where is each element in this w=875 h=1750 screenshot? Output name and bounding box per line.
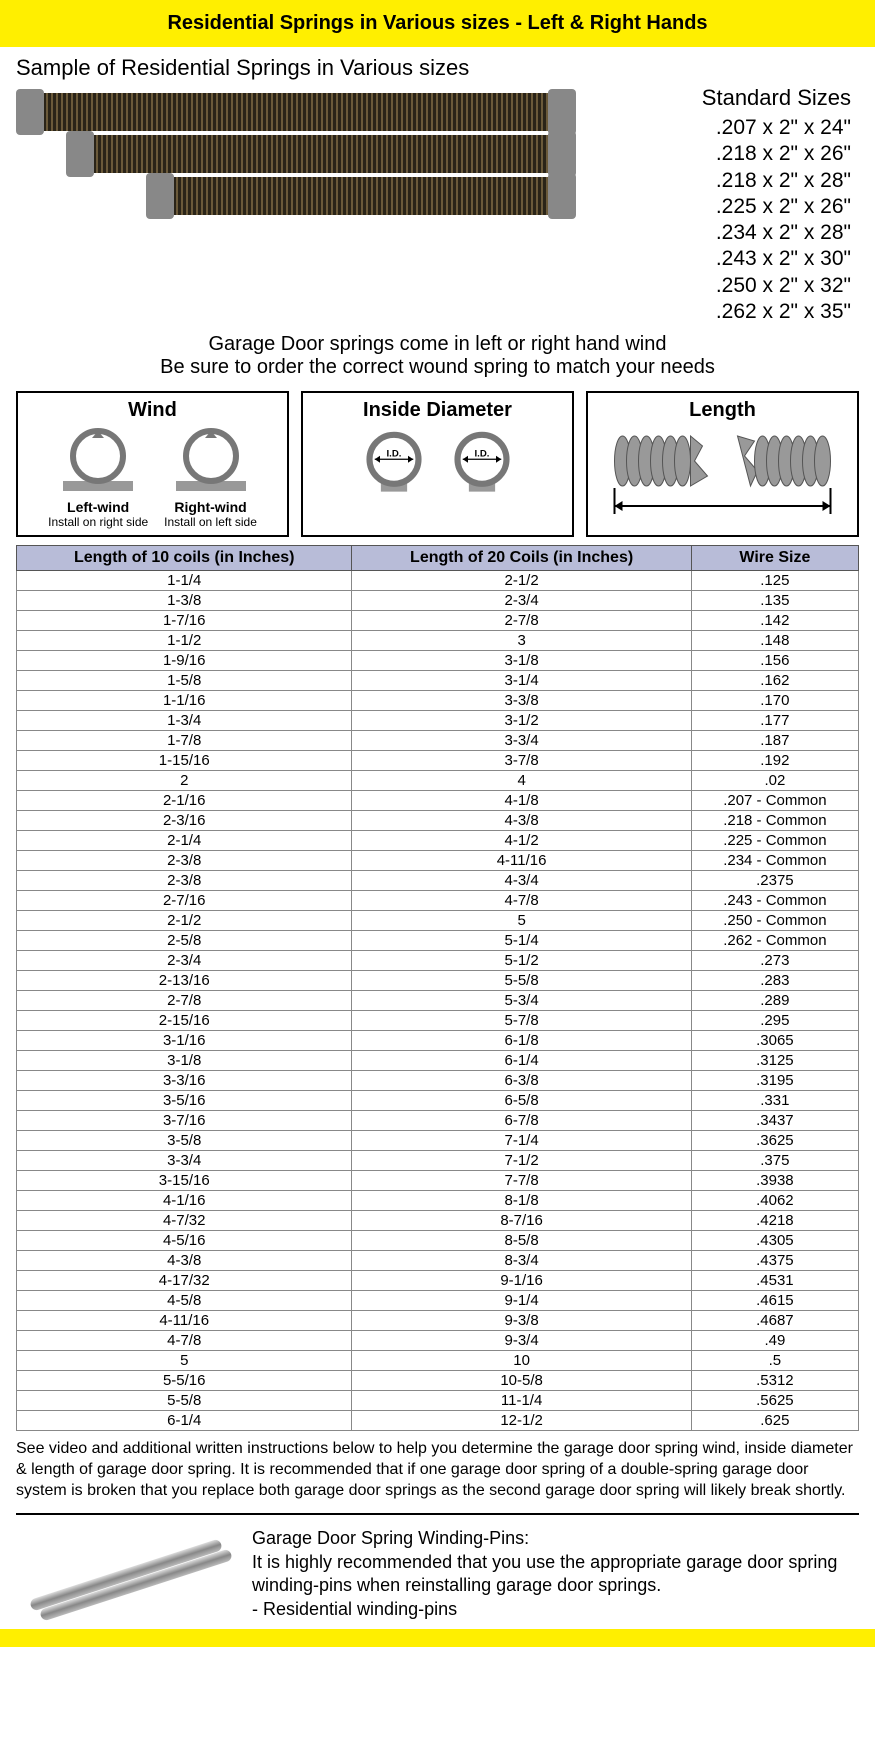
table-row: 3-15/167-7/8.3938	[17, 1171, 859, 1191]
table-row: 5-5/1610-5/8.5312	[17, 1371, 859, 1391]
table-row: 1-1/23.148	[17, 631, 859, 651]
divider	[16, 1513, 859, 1515]
table-row: 1-7/162-7/8.142	[17, 611, 859, 631]
table-row: 3-1/166-1/8.3065	[17, 1031, 859, 1051]
size-item: .234 x 2" x 28"	[619, 220, 851, 246]
size-item: .243 x 2" x 30"	[619, 246, 851, 272]
size-item: .262 x 2" x 35"	[619, 299, 851, 325]
table-row: 1-3/82-3/4.135	[17, 591, 859, 611]
diagrams: Wind Left-wind Install on right side Rig…	[0, 391, 875, 545]
table-row: 4-3/88-3/4.4375	[17, 1251, 859, 1271]
table-row: 2-1/44-1/2.225 - Common	[17, 831, 859, 851]
note-text: See video and additional written instruc…	[0, 1431, 875, 1509]
table-row: 1-7/83-3/4.187	[17, 731, 859, 751]
table-row: 24.02	[17, 771, 859, 791]
table-row: 2-7/164-7/8.243 - Common	[17, 891, 859, 911]
diagram-wind: Wind Left-wind Install on right side Rig…	[16, 391, 289, 537]
bottom-text: Garage Door Spring Winding-Pins: It is h…	[252, 1527, 859, 1621]
id-circle-right: I.D.	[442, 426, 522, 496]
top-section: Standard Sizes .207 x 2" x 24".218 x 2" …	[0, 85, 875, 325]
table-row: 1-5/83-1/4.162	[17, 671, 859, 691]
size-item: .218 x 2" x 28"	[619, 168, 851, 194]
banner: Residential Springs in Various sizes - L…	[0, 0, 875, 47]
size-item: .218 x 2" x 26"	[619, 141, 851, 167]
yellow-bar	[0, 1629, 875, 1647]
length-icon	[594, 426, 851, 521]
table-row: 1-1/42-1/2.125	[17, 571, 859, 591]
table-row: 4-11/169-3/8.4687	[17, 1311, 859, 1331]
table-row: 2-5/85-1/4.262 - Common	[17, 931, 859, 951]
bottom-section: Garage Door Spring Winding-Pins: It is h…	[0, 1519, 875, 1629]
left-wind-sub: Install on right side	[48, 515, 148, 529]
left-wind-label: Left-wind	[48, 499, 148, 515]
table-row: 2-13/165-5/8.283	[17, 971, 859, 991]
size-item: .250 x 2" x 32"	[619, 273, 851, 299]
diagram-length: Length	[586, 391, 859, 537]
table-row: 3-3/166-3/8.3195	[17, 1071, 859, 1091]
table-row: 1-15/163-7/8.192	[17, 751, 859, 771]
table-row: 3-7/166-7/8.3437	[17, 1111, 859, 1131]
banner-title: Residential Springs in Various sizes - L…	[167, 12, 707, 34]
table-row: 510.5	[17, 1351, 859, 1371]
winding-pins-image	[16, 1539, 236, 1609]
table-header: Wire Size	[691, 546, 858, 571]
right-wind-sub: Install on left side	[164, 515, 257, 529]
diagram-inside-diameter: Inside Diameter I.D. I.D.	[301, 391, 574, 537]
mid-text: Garage Door springs come in left or righ…	[0, 325, 875, 391]
length-title: Length	[594, 399, 851, 422]
table-row: 5-5/811-1/4.5625	[17, 1391, 859, 1411]
table-row: 1-9/163-1/8.156	[17, 651, 859, 671]
table-row: 2-3/84-11/16.234 - Common	[17, 851, 859, 871]
mid-text-2: Be sure to order the correct wound sprin…	[16, 356, 859, 379]
size-item: .225 x 2" x 26"	[619, 194, 851, 220]
table-row: 6-1/412-1/2.625	[17, 1411, 859, 1431]
sizes-heading: Standard Sizes	[619, 85, 851, 111]
left-wind-icon	[58, 426, 138, 496]
table-row: 1-3/43-1/2.177	[17, 711, 859, 731]
table-row: 4-1/168-1/8.4062	[17, 1191, 859, 1211]
id-title: Inside Diameter	[309, 399, 566, 422]
table-header: Length of 10 coils (in Inches)	[17, 546, 352, 571]
table-row: 2-7/85-3/4.289	[17, 991, 859, 1011]
table-row: 2-3/84-3/4.2375	[17, 871, 859, 891]
table-row: 4-5/168-5/8.4305	[17, 1231, 859, 1251]
standard-sizes: Standard Sizes .207 x 2" x 24".218 x 2" …	[619, 85, 859, 325]
bottom-heading: Garage Door Spring Winding-Pins:	[252, 1527, 859, 1550]
table-row: 1-1/163-3/8.170	[17, 691, 859, 711]
size-item: .207 x 2" x 24"	[619, 115, 851, 141]
table-row: 2-3/164-3/8.218 - Common	[17, 811, 859, 831]
wire-size-table: Length of 10 coils (in Inches)Length of …	[16, 545, 859, 1431]
table-row: 2-1/164-1/8.207 - Common	[17, 791, 859, 811]
bottom-sub: - Residential winding-pins	[252, 1598, 859, 1621]
id-circle-left: I.D.	[354, 426, 434, 496]
wind-title: Wind	[24, 399, 281, 422]
springs-image	[16, 85, 619, 325]
subtitle: Sample of Residential Springs in Various…	[0, 47, 875, 85]
mid-text-1: Garage Door springs come in left or righ…	[16, 333, 859, 356]
bottom-body: It is highly recommended that you use th…	[252, 1551, 859, 1598]
svg-text:I.D.: I.D.	[386, 449, 401, 460]
table-row: 3-3/47-1/2.375	[17, 1151, 859, 1171]
table-row: 2-15/165-7/8.295	[17, 1011, 859, 1031]
table-row: 3-1/86-1/4.3125	[17, 1051, 859, 1071]
table-row: 2-1/25.250 - Common	[17, 911, 859, 931]
table-row: 4-17/329-1/16.4531	[17, 1271, 859, 1291]
table-row: 4-7/328-7/16.4218	[17, 1211, 859, 1231]
table-header: Length of 20 Coils (in Inches)	[352, 546, 691, 571]
svg-text:I.D.: I.D.	[474, 449, 489, 460]
table-row: 2-3/45-1/2.273	[17, 951, 859, 971]
table-row: 4-7/89-3/4.49	[17, 1331, 859, 1351]
table-row: 3-5/166-5/8.331	[17, 1091, 859, 1111]
right-wind-label: Right-wind	[164, 499, 257, 515]
table-row: 3-5/87-1/4.3625	[17, 1131, 859, 1151]
right-wind-icon	[171, 426, 251, 496]
table-row: 4-5/89-1/4.4615	[17, 1291, 859, 1311]
